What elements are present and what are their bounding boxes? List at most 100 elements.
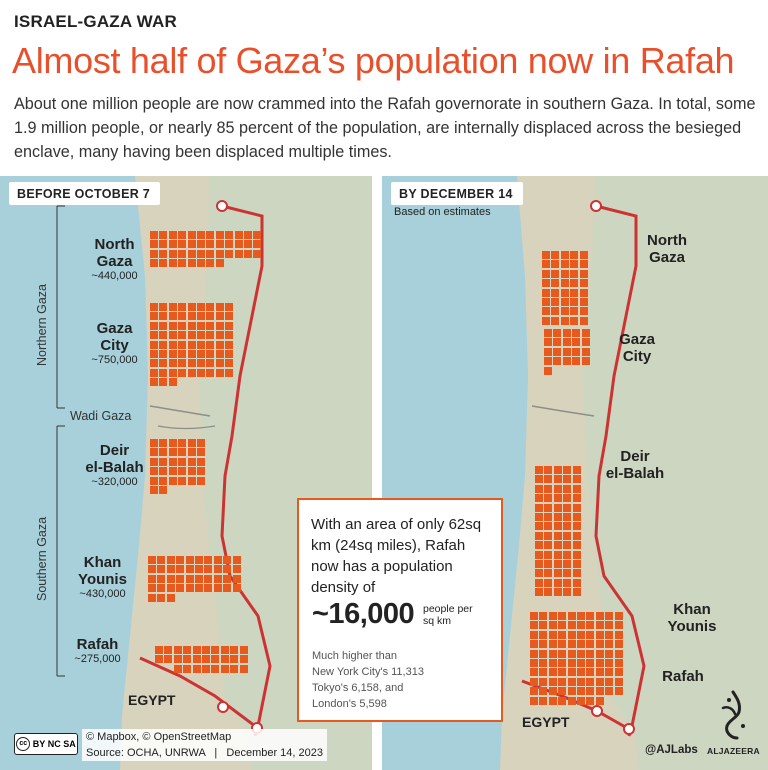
population-square bbox=[572, 494, 581, 503]
area-pop-gaza-city: ~750,000 bbox=[91, 354, 138, 366]
population-grid-deir-el-balah-right bbox=[535, 466, 581, 597]
population-square bbox=[563, 522, 572, 531]
population-square bbox=[614, 677, 623, 686]
population-square bbox=[159, 303, 168, 311]
population-square bbox=[168, 359, 177, 368]
population-square bbox=[225, 312, 234, 321]
population-square bbox=[544, 541, 553, 550]
population-square bbox=[530, 621, 538, 630]
cc-license-badge: cc BY NC SA bbox=[14, 733, 78, 755]
population-square bbox=[548, 621, 557, 630]
population-square bbox=[150, 349, 158, 358]
population-square bbox=[168, 439, 177, 447]
population-square bbox=[539, 658, 548, 667]
population-square bbox=[563, 466, 572, 474]
population-square bbox=[572, 541, 581, 550]
population-square bbox=[168, 448, 177, 457]
population-square bbox=[553, 503, 562, 512]
population-square bbox=[166, 593, 175, 602]
population-square bbox=[178, 249, 187, 258]
population-square bbox=[187, 249, 196, 258]
population-square bbox=[211, 664, 220, 673]
population-square bbox=[225, 321, 234, 330]
population-square bbox=[187, 359, 196, 368]
northern-gaza-label: Northern Gaza bbox=[35, 284, 49, 366]
population-square bbox=[196, 467, 205, 476]
population-square bbox=[159, 349, 168, 358]
population-square bbox=[159, 476, 168, 485]
population-square bbox=[576, 696, 585, 705]
population-square bbox=[576, 630, 585, 639]
population-square bbox=[563, 550, 572, 559]
population-square bbox=[159, 485, 168, 494]
population-square bbox=[614, 640, 623, 649]
population-square bbox=[215, 359, 224, 368]
population-square bbox=[542, 316, 550, 325]
population-square bbox=[572, 588, 581, 597]
population-square bbox=[558, 649, 567, 658]
population-square bbox=[215, 321, 224, 330]
population-square bbox=[168, 231, 177, 239]
population-square bbox=[168, 340, 177, 349]
area-pop-north-gaza: ~440,000 bbox=[91, 270, 138, 282]
population-square bbox=[150, 331, 158, 340]
population-square bbox=[232, 574, 241, 583]
crossing-marker-north bbox=[216, 200, 228, 212]
population-square bbox=[558, 621, 567, 630]
population-square bbox=[570, 288, 579, 297]
population-square bbox=[539, 668, 548, 677]
population-grid-gaza-city bbox=[150, 303, 234, 387]
area-name-north-gaza-right: North Gaza bbox=[647, 232, 687, 266]
population-square bbox=[579, 279, 588, 288]
population-square bbox=[192, 655, 201, 664]
population-square bbox=[213, 565, 222, 574]
license-nc: NC bbox=[47, 739, 61, 749]
egypt-label-left: EGYPT bbox=[128, 692, 176, 708]
population-square bbox=[567, 658, 576, 667]
population-square bbox=[194, 574, 203, 583]
population-square bbox=[159, 259, 168, 268]
population-square bbox=[201, 655, 210, 664]
population-square bbox=[553, 466, 562, 474]
population-square bbox=[553, 338, 562, 347]
population-square bbox=[194, 565, 203, 574]
population-square bbox=[576, 649, 585, 658]
area-name-rafah: Rafah bbox=[76, 636, 119, 653]
population-square bbox=[595, 649, 604, 658]
population-square bbox=[553, 522, 562, 531]
population-square bbox=[595, 677, 604, 686]
population-square bbox=[553, 578, 562, 587]
population-square bbox=[544, 366, 552, 375]
population-square bbox=[542, 297, 550, 306]
population-square bbox=[168, 312, 177, 321]
population-grid-rafah bbox=[155, 646, 248, 673]
southern-gaza-label: Southern Gaza bbox=[35, 516, 49, 601]
population-square bbox=[544, 338, 552, 347]
population-square bbox=[178, 368, 187, 377]
population-square bbox=[159, 457, 168, 466]
population-square bbox=[544, 531, 553, 540]
area-name-deir-el-balah: Deir el-Balah bbox=[85, 442, 144, 476]
headline: Almost half of Gaza’s population now in … bbox=[12, 40, 735, 81]
population-square bbox=[166, 574, 175, 583]
comparison-text: Much higher than New York City's 11,313 … bbox=[312, 650, 424, 710]
population-square bbox=[576, 658, 585, 667]
population-square bbox=[215, 331, 224, 340]
population-square bbox=[539, 677, 548, 686]
population-square bbox=[196, 303, 205, 311]
population-square bbox=[187, 321, 196, 330]
population-square bbox=[535, 531, 543, 540]
population-square bbox=[542, 307, 550, 316]
population-square bbox=[595, 630, 604, 639]
population-square bbox=[225, 231, 234, 239]
population-square bbox=[215, 249, 224, 258]
population-square bbox=[558, 696, 567, 705]
population-square bbox=[159, 467, 168, 476]
population-square bbox=[605, 612, 614, 620]
population-square bbox=[166, 556, 175, 564]
area-name-khan-younis: Khan Younis bbox=[78, 554, 127, 588]
population-square bbox=[567, 696, 576, 705]
population-square bbox=[579, 260, 588, 269]
population-square bbox=[150, 249, 158, 258]
population-square bbox=[164, 655, 173, 664]
